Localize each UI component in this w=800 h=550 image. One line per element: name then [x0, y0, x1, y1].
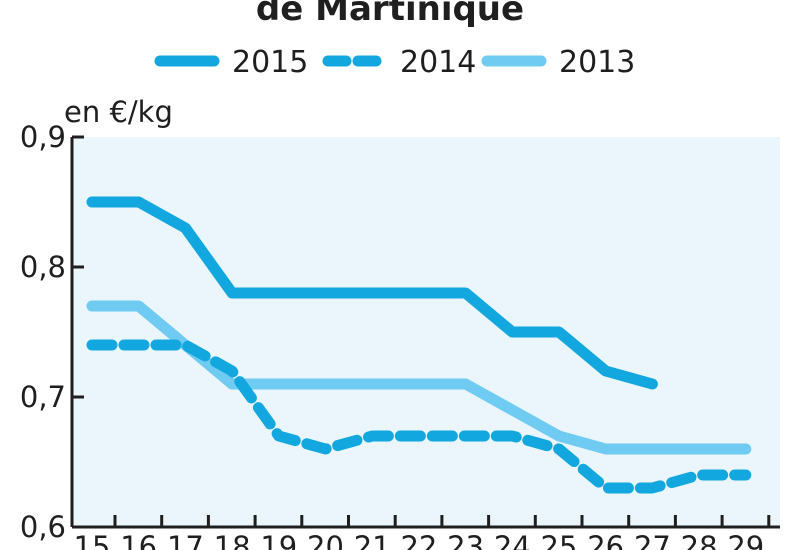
x-tick-label: 26: [587, 530, 624, 550]
y-tick-label: 0,8: [20, 250, 66, 284]
y-tick-label: 0,9: [20, 120, 66, 154]
x-tick-label: 19: [260, 530, 297, 550]
y-axis-unit-label: en €/kg: [64, 95, 173, 129]
x-tick-label: 15: [74, 530, 111, 550]
x-tick-label: 22: [400, 530, 437, 550]
legend: 2015 2014 2013: [154, 45, 635, 80]
x-tick-label: 16: [120, 530, 157, 550]
x-tick-label: 28: [681, 530, 718, 550]
ticks-layer: 0,6 0,7 0,8 0,9 15 16 17 18 19 20 21 22 23 24 25 26 27 28…: [20, 120, 771, 550]
x-tick-label: 21: [354, 530, 391, 550]
legend-item-2015: 2015: [154, 45, 308, 80]
x-tick-label: 17: [167, 530, 204, 550]
axes-layer: [70, 137, 780, 529]
x-tick-label: 27: [634, 530, 671, 550]
x-tick-label: 24: [494, 530, 531, 550]
x-tick-label: 29: [727, 530, 764, 550]
y-tick-label: 0,6: [20, 510, 66, 544]
series-line-2014: [86, 339, 752, 494]
series-layer: [86, 196, 752, 494]
series-line-2015: [86, 196, 658, 390]
x-tick-label: 18: [214, 530, 251, 550]
y-tick-label: 0,7: [20, 380, 66, 414]
legend-label-2015: 2015: [232, 45, 308, 80]
legend-label-2014: 2014: [400, 45, 476, 80]
chart-title: de Martinique: [256, 0, 524, 29]
legend-label-2013: 2013: [559, 45, 635, 80]
x-tick-label: 23: [447, 530, 484, 550]
x-tick-label: 25: [541, 530, 578, 550]
legend-item-2014: 2014: [322, 45, 476, 80]
x-tick-label: 20: [307, 530, 344, 550]
legend-item-2013: 2013: [481, 45, 635, 80]
plot-background: [72, 137, 780, 527]
